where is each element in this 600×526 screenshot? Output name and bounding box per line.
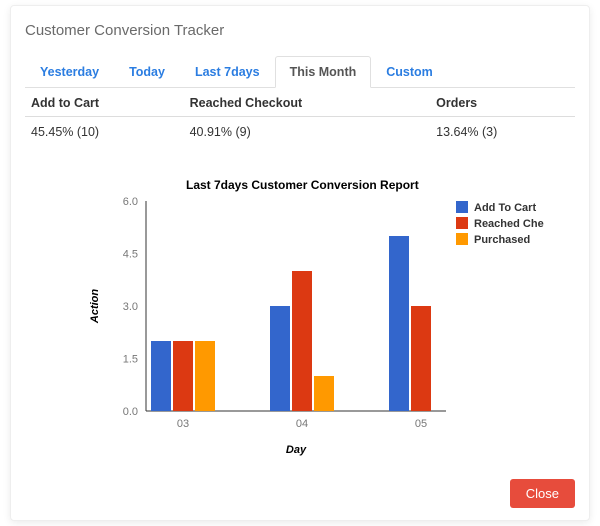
chart-title: Last 7days Customer Conversion Report	[186, 178, 419, 192]
bar	[151, 341, 171, 411]
time-range-tabs: YesterdayTodayLast 7daysThis MonthCustom	[25, 55, 575, 88]
legend-swatch	[456, 201, 468, 213]
stats-header: Orders	[430, 88, 575, 117]
y-tick-label: 3.0	[123, 301, 138, 313]
y-axis-label: Action	[89, 289, 101, 325]
conversion-tracker-modal: Customer Conversion Tracker YesterdayTod…	[10, 5, 590, 521]
stats-header: Reached Checkout	[184, 88, 431, 117]
x-tick-label: 05	[415, 418, 427, 430]
bar	[314, 376, 334, 411]
y-tick-label: 6.0	[123, 196, 138, 208]
legend-label: Reached Check	[474, 218, 544, 230]
bar	[411, 306, 431, 411]
legend-label: Purchased	[474, 234, 530, 246]
bar	[173, 341, 193, 411]
y-tick-label: 1.5	[123, 354, 138, 366]
bar	[292, 271, 312, 411]
tab-last-7days[interactable]: Last 7days	[180, 56, 275, 88]
tab-yesterday[interactable]: Yesterday	[25, 56, 114, 88]
bar	[270, 306, 290, 411]
modal-footer: Close	[25, 461, 575, 508]
stats-cell: 40.91% (9)	[184, 117, 431, 148]
stats-cell: 45.45% (10)	[25, 117, 184, 148]
stats-cell: 13.64% (3)	[430, 117, 575, 148]
legend-swatch	[456, 233, 468, 245]
bar	[389, 236, 409, 411]
legend-label: Add To Cart	[474, 202, 536, 214]
stats-header: Add to Cart	[25, 88, 184, 117]
modal-title: Customer Conversion Tracker	[25, 16, 575, 49]
tab-custom[interactable]: Custom	[371, 56, 448, 88]
tab-today[interactable]: Today	[114, 56, 180, 88]
x-tick-label: 04	[296, 418, 308, 430]
legend-swatch	[456, 217, 468, 229]
conversion-stats-table: Add to CartReached CheckoutOrders 45.45%…	[25, 88, 575, 147]
close-button[interactable]: Close	[510, 479, 575, 508]
y-tick-label: 4.5	[123, 249, 138, 261]
x-tick-label: 03	[177, 418, 189, 430]
y-tick-label: 0.0	[123, 406, 138, 418]
conversion-chart: Last 7days Customer Conversion Report 0.0…	[25, 171, 575, 461]
bar	[195, 341, 215, 411]
x-axis-label: Day	[286, 444, 307, 456]
tab-this-month[interactable]: This Month	[275, 56, 372, 88]
